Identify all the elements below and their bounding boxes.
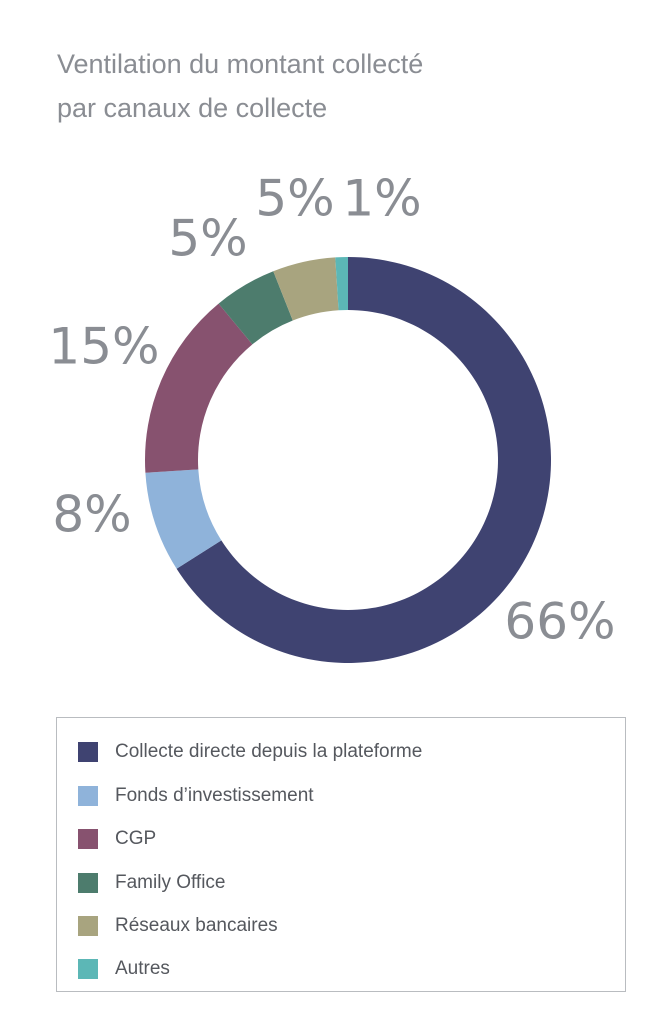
donut-slices bbox=[145, 257, 552, 663]
legend-label: Réseaux bancaires bbox=[115, 915, 278, 936]
legend-item-cgp: CGP bbox=[78, 824, 156, 854]
legend-swatch bbox=[78, 786, 98, 806]
legend-label: Collecte directe depuis la plateforme bbox=[115, 741, 423, 762]
legend-label: Autres bbox=[115, 958, 170, 979]
legend-item-autres: Autres bbox=[78, 954, 170, 984]
legend-label: Fonds d’investissement bbox=[115, 785, 314, 806]
chart-title-line-1: Ventilation du montant collecté bbox=[57, 49, 424, 79]
chart-title-line-2: par canaux de collecte bbox=[57, 93, 328, 123]
legend: Collecte directe depuis la plateforme Fo… bbox=[56, 717, 626, 992]
donut-slice-3 bbox=[145, 303, 253, 473]
donut-slice-5 bbox=[273, 257, 339, 321]
legend-label: CGP bbox=[115, 828, 157, 849]
data-label-2: 8% bbox=[52, 486, 131, 544]
legend-item-family-office: Family Office bbox=[78, 868, 226, 898]
chart-title: Ventilation du montant collecté par cana… bbox=[57, 42, 617, 130]
donut-chart: 66%8%15%5%5% 1% bbox=[48, 170, 616, 663]
data-label-1: 66% bbox=[504, 593, 615, 651]
legend-swatch bbox=[78, 959, 98, 979]
legend-item-reseaux-bancaires: Réseaux bancaires bbox=[78, 911, 278, 941]
legend-swatch bbox=[78, 829, 98, 849]
legend-item-collecte-directe: Collecte directe depuis la plateforme bbox=[78, 737, 422, 767]
donut-slice-4 bbox=[218, 271, 293, 345]
donut-slice-2 bbox=[145, 469, 222, 569]
legend-swatch bbox=[78, 916, 98, 936]
data-label-5: 5% bbox=[255, 170, 334, 228]
donut-slice-6 bbox=[335, 257, 348, 311]
legend-swatch bbox=[78, 873, 98, 893]
legend-label: Family Office bbox=[115, 872, 226, 893]
data-label-6: 1% bbox=[342, 170, 421, 228]
donut-data-labels: 66%8%15%5%5% 1% bbox=[48, 170, 615, 651]
data-label-3: 15% bbox=[48, 318, 159, 376]
legend-item-fonds-investissement: Fonds d’investissement bbox=[78, 781, 314, 811]
data-label-4: 5% bbox=[168, 210, 247, 268]
legend-swatch bbox=[78, 742, 98, 762]
